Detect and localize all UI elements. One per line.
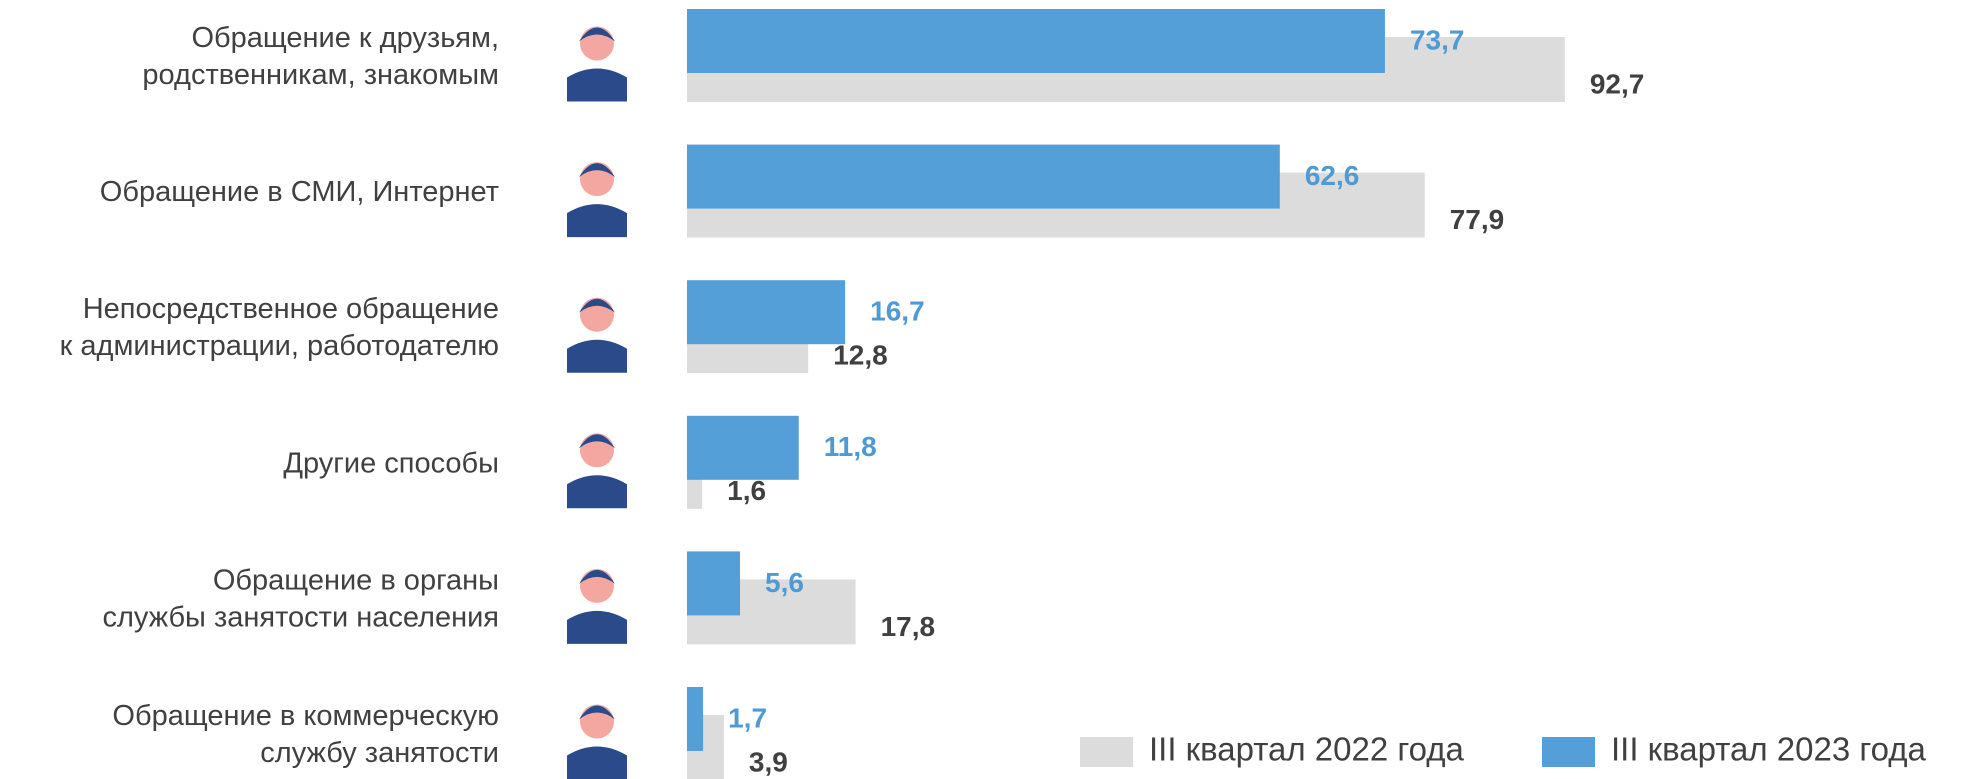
value-label: 3,9: [749, 746, 788, 777]
category-label-line: к администрации, работодателю: [60, 330, 499, 362]
value-label: 92,7: [1590, 68, 1645, 99]
icon-body: [567, 204, 627, 237]
value-label: 73,7: [1410, 24, 1465, 55]
bar: [687, 687, 703, 751]
category-label-line: Обращение в СМИ, Интернет: [100, 176, 499, 208]
bar: [687, 551, 740, 615]
category-label: Обращение в коммерческую службу занятости: [112, 700, 499, 769]
value-label: 77,9: [1450, 204, 1505, 235]
category-label-line: службу занятости: [260, 737, 499, 769]
icon-body: [567, 69, 627, 102]
chart: Обращение к друзьям, родственникам, знако…: [0, 0, 1969, 779]
category-label-line: Обращение к друзьям,: [191, 22, 499, 54]
value-label: 16,7: [870, 296, 925, 327]
legend-label: III квартал 2022 года: [1149, 731, 1465, 768]
value-label: 1,7: [728, 702, 767, 733]
legend-label: III квартал 2023 года: [1611, 731, 1927, 768]
bar: [687, 145, 1280, 209]
category-label-line: Непосредственное обращение: [83, 293, 499, 325]
icon-body: [567, 340, 627, 373]
category-label: Другие способы: [283, 447, 499, 479]
icon-body: [567, 747, 627, 779]
bar: [687, 9, 1385, 73]
category-label: Обращение в СМИ, Интернет: [100, 176, 499, 208]
value-label: 12,8: [833, 340, 888, 371]
category-label-line: Обращение в органы: [213, 564, 499, 596]
bar: [687, 280, 845, 344]
category-label: Непосредственное обращение к администраци…: [60, 293, 499, 362]
bar: [687, 416, 799, 480]
category-label-line: Другие способы: [283, 447, 499, 479]
icon-body: [567, 475, 627, 508]
category-label-line: службы занятости населения: [102, 601, 499, 633]
icon-body: [567, 611, 627, 644]
category-label: Обращение к друзьям, родственникам, знако…: [142, 22, 499, 91]
legend-swatch: [1080, 737, 1133, 767]
value-label: 17,8: [881, 611, 936, 642]
category-label-line: родственникам, знакомым: [142, 59, 499, 91]
legend-swatch: [1542, 737, 1595, 767]
value-label: 5,6: [765, 567, 804, 598]
value-label: 11,8: [824, 431, 877, 462]
value-label: 1,6: [727, 475, 766, 506]
category-label: Обращение в органы службы занятости насел…: [102, 564, 499, 633]
value-label: 62,6: [1305, 160, 1360, 191]
category-label-line: Обращение в коммерческую: [112, 700, 499, 732]
